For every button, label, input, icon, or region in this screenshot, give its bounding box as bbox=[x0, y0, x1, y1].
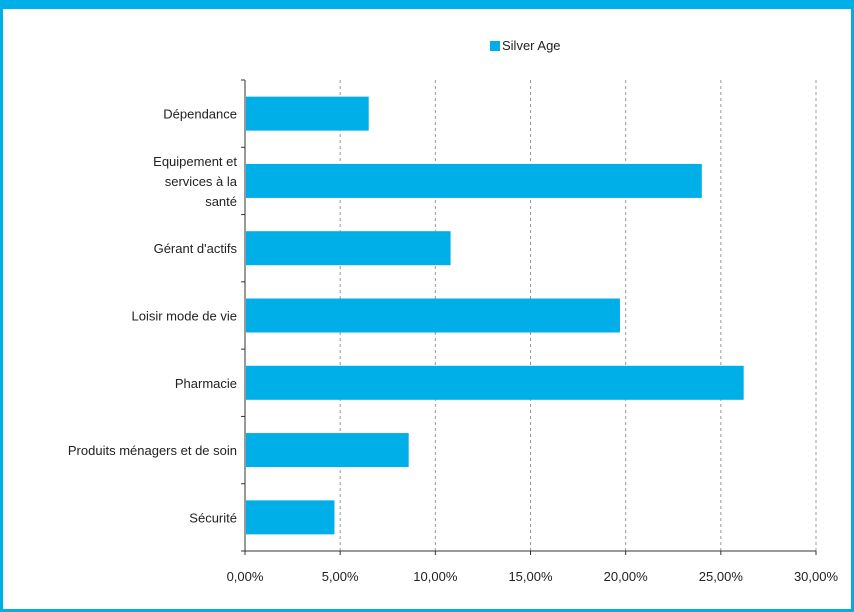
category-label: Equipement et bbox=[153, 154, 237, 169]
x-tick-label: 0,00% bbox=[227, 569, 264, 584]
axes bbox=[241, 79, 817, 555]
legend-swatch bbox=[490, 41, 500, 51]
category-label: santé bbox=[205, 194, 237, 209]
category-labels: Dépendance Equipement et services à la sant… bbox=[68, 107, 238, 526]
bar bbox=[246, 96, 369, 131]
x-tick-label: 5,00% bbox=[322, 569, 359, 584]
category-label: services à la bbox=[165, 174, 238, 189]
category-label: Produits ménagers et de soin bbox=[68, 443, 237, 458]
category-label: Gérant d'actifs bbox=[154, 241, 238, 256]
category-label: Sécurité bbox=[189, 510, 237, 525]
x-tick-label: 25,00% bbox=[699, 569, 744, 584]
bar bbox=[246, 365, 744, 400]
legend: Silver Age bbox=[490, 38, 561, 53]
bar bbox=[246, 298, 620, 333]
x-tick-label: 15,00% bbox=[508, 569, 553, 584]
legend-label: Silver Age bbox=[502, 38, 561, 53]
x-tick-labels: 0,00% 5,00% 10,00% 15,00% 20,00% 25,00% 30,00% bbox=[227, 569, 839, 584]
bar bbox=[246, 500, 335, 535]
category-label: Dépendance bbox=[163, 107, 237, 122]
bars bbox=[246, 96, 744, 535]
bar bbox=[246, 231, 451, 266]
x-tick-label: 10,00% bbox=[413, 569, 458, 584]
category-label: Loisir mode de vie bbox=[132, 309, 238, 324]
bar bbox=[246, 433, 409, 468]
x-tick-label: 30,00% bbox=[794, 569, 839, 584]
gridlines bbox=[339, 80, 817, 551]
x-tick-label: 20,00% bbox=[604, 569, 649, 584]
bar bbox=[246, 163, 702, 198]
category-label: Pharmacie bbox=[175, 376, 237, 391]
